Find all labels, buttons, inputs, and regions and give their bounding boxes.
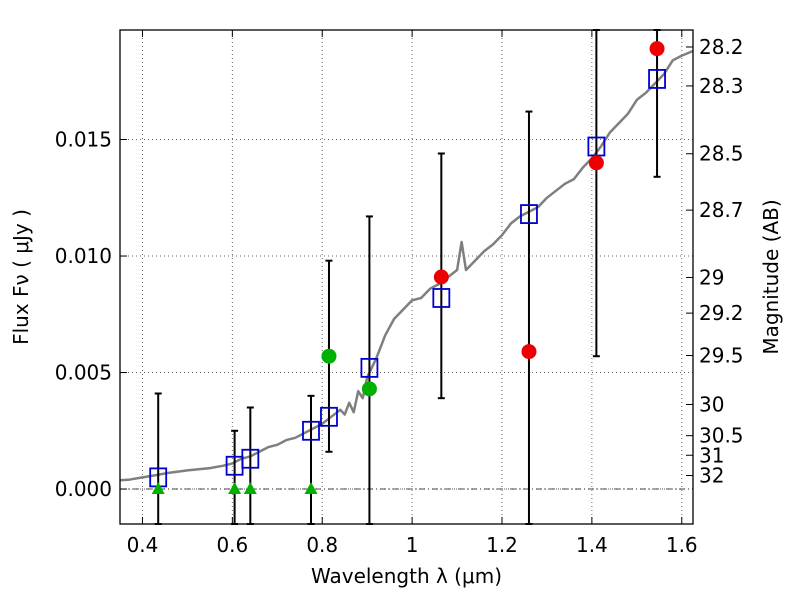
x-tick-label: 1.6 <box>666 533 698 557</box>
x-tick-label: 0.8 <box>306 533 338 557</box>
y-tick-label: 0.015 <box>55 128 112 152</box>
magnitude-tick-label: 31 <box>699 443 724 467</box>
x-tick-label: 1.2 <box>486 533 518 557</box>
magnitude-tick-label: 28.7 <box>699 198 744 222</box>
x-tick-label: 0.4 <box>127 533 159 557</box>
red-detection-point <box>649 41 665 57</box>
red-detection-point <box>433 269 449 285</box>
magnitude-tick-label: 30 <box>699 392 724 416</box>
model-flux-square <box>520 204 538 224</box>
model-flux-square <box>648 69 666 89</box>
red-detection-point <box>588 155 604 171</box>
upper-limit-triangle <box>151 482 165 495</box>
magnitude-tick-label: 30.5 <box>699 424 744 448</box>
magnitude-tick-label: 28.2 <box>699 35 744 59</box>
x-tick-label: 1 <box>406 533 419 557</box>
x-axis-label: Wavelength λ (μm) <box>311 564 502 588</box>
model-flux-square <box>241 448 260 469</box>
green-detection-point <box>361 381 377 397</box>
y-axis-label: Flux Fν ( μJy ) <box>9 209 33 345</box>
template-spectrum-line <box>119 49 694 482</box>
model-flux-square <box>302 420 320 441</box>
x-tick-label: 0.6 <box>216 533 248 557</box>
magnitude-tick-label: 29.2 <box>699 301 744 325</box>
x-tick-label: 1.4 <box>576 533 608 557</box>
magnitude-tick-label: 32 <box>699 464 724 488</box>
y-tick-label: 0.010 <box>55 244 112 268</box>
magnitude-tick-label: 29 <box>699 265 724 289</box>
magnitude-tick-label: 29.5 <box>699 344 744 368</box>
model-flux-square <box>360 357 379 378</box>
model-flux-square <box>320 406 338 427</box>
upper-limit-triangle <box>304 482 318 495</box>
magnitude-tick-label: 28.5 <box>699 142 744 166</box>
green-detection-point <box>321 348 337 364</box>
magnitude-tick-label: 28.3 <box>699 74 744 98</box>
y-tick-label: 0.000 <box>55 477 112 501</box>
right-axis-label: Magnitude (AB) <box>759 199 783 354</box>
upper-limit-triangle <box>228 482 242 495</box>
red-detection-point <box>521 344 537 360</box>
model-flux-square <box>432 288 451 308</box>
plot-frame <box>119 29 694 525</box>
upper-limit-triangle <box>243 482 257 495</box>
y-tick-label: 0.005 <box>55 361 112 385</box>
